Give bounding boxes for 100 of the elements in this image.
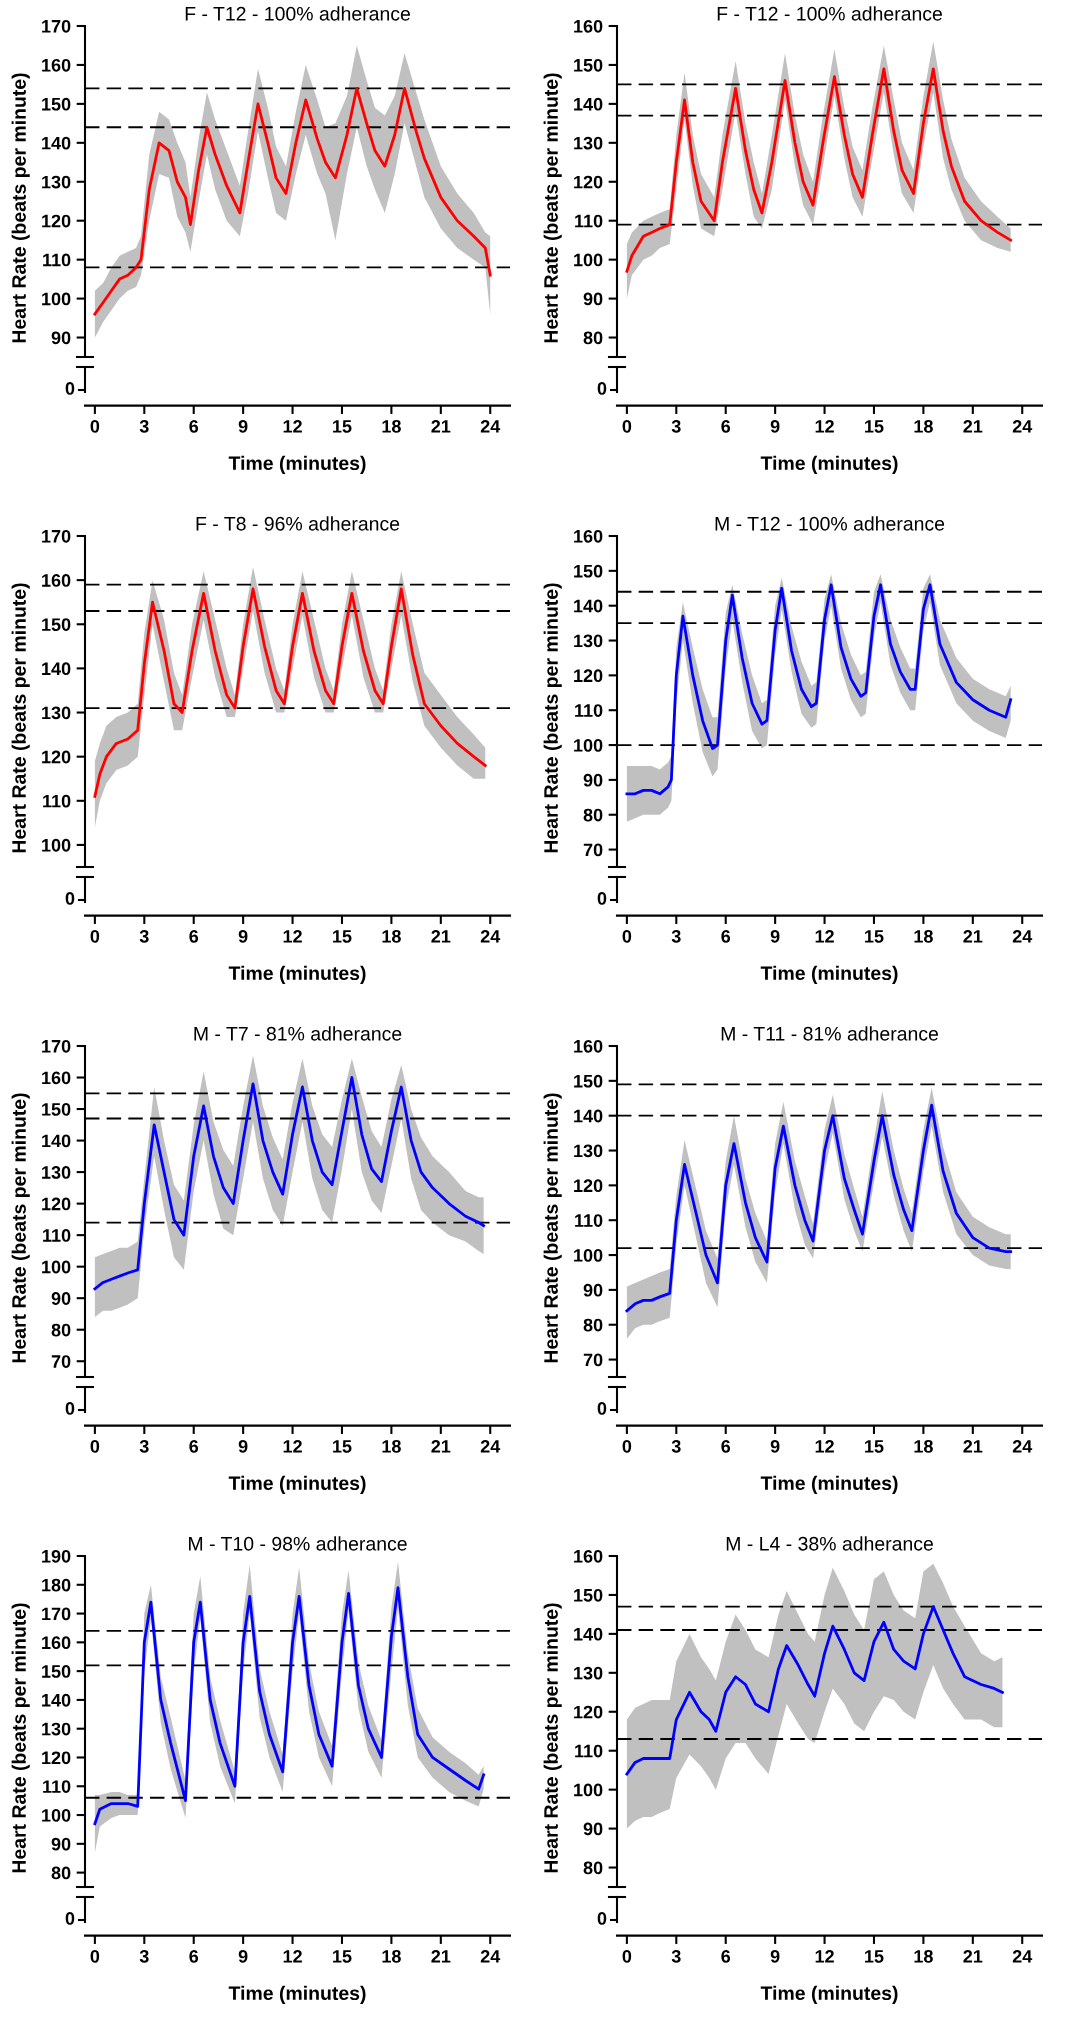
x-tick-label: 18 [914,419,933,433]
y-tick-label: 90 [583,1283,603,1297]
y-tick-label: 80 [51,1323,71,1337]
x-tick-label: 9 [238,929,248,943]
x-tick-label: 12 [815,419,834,433]
chart-title: F - T8 - 96% adherance [196,516,400,531]
y-axis-title: Heart Rate (beats per minute) [11,1093,30,1363]
y-tick-label: 130 [574,634,603,648]
y-tick-label: 160 [574,19,603,33]
y-tick-label: 160 [42,574,71,587]
y-tick-label: 100 [574,738,603,752]
text: 0 [597,382,607,395]
text: 0 [597,1402,607,1415]
y-tick-label: 100 [574,1248,603,1262]
x-tick-label: 21 [431,1949,451,1963]
x-tick-label: 3 [139,419,149,433]
y-tick-label: 120 [574,1705,603,1719]
y-tick-label: 150 [42,618,71,631]
y-tick-label: 140 [574,1627,603,1641]
text: 0 [65,892,75,905]
x-tick-label: 18 [914,1439,933,1453]
x-tick-label: 18 [382,1439,401,1453]
x-tick-label: 24 [480,419,501,433]
x-tick-label: 3 [139,929,149,943]
text: 0 [597,1912,607,1925]
y-tick-label: 120 [574,175,603,189]
x-tick-label: 21 [431,419,451,433]
y-tick-label: 110 [575,214,603,228]
y-tick-label: 160 [42,1636,71,1650]
x-tick-label: 15 [333,930,352,943]
y-tick-label: 130 [574,1666,603,1680]
y-tick-label: 90 [583,1822,603,1836]
x-tick-label: 21 [431,1439,451,1453]
text: 0 [597,892,607,905]
y-tick-label: 100 [574,253,603,267]
y-tick-label: 130 [42,175,71,189]
x-tick-label: 15 [333,1440,352,1453]
x-tick-label: 24 [480,929,501,943]
x-tick-label: 15 [333,420,352,433]
y-tick-label: 100 [42,1808,71,1822]
x-tick-label: 18 [382,1949,401,1963]
x-tick-label: 12 [283,419,302,433]
y-tick-label: 80 [583,808,603,822]
chart-title: F - T12 - 100% adherance [185,6,410,21]
y-tick-label: 150 [574,564,603,578]
y-axis-title: Heart Rate (beats per minute) [11,583,30,853]
x-axis-title: Time (minutes) [228,965,366,984]
chart-title: M - T12 - 100% adherance [715,516,945,531]
y-tick-label: 150 [42,1665,71,1678]
y-tick-label: 110 [43,794,71,808]
x-axis-title: Time (minutes) [760,965,898,984]
y-tick-label: 90 [583,292,603,306]
y-tick-label: 160 [42,1071,71,1085]
y-tick-label: 190 [42,1549,71,1563]
x-tick-label: 0 [90,1949,100,1963]
x-tick-label: 6 [721,419,731,433]
y-tick-label: 160 [42,58,71,72]
x-tick-label: 12 [815,1439,834,1453]
y-tick-label: 150 [574,1074,603,1088]
y-tick-label: 110 [43,253,71,267]
y-tick-label: 150 [574,1588,603,1602]
y-tick-label: 140 [574,1109,603,1123]
x-tick-label: 0 [622,929,632,943]
x-tick-label: 3 [671,419,681,433]
y-axis-title: Heart Rate (beats per minute) [11,1603,30,1873]
y-tick-label: 130 [574,1144,603,1158]
x-tick-label: 0 [90,929,100,943]
line-series [625,1605,1004,1776]
y-axis-title: Heart Rate (beats per minute) [11,73,30,343]
x-tick-label: 3 [671,1949,681,1963]
x-tick-label: 18 [914,1949,933,1963]
y-tick-label: 130 [42,1722,71,1736]
y-tick-label: 110 [575,1214,603,1227]
chart-title: M - L4 - 38% adherance [726,1536,933,1551]
text: 0 [65,382,75,395]
x-tick-label: 9 [770,1439,780,1453]
chart-title: M - T10 - 98% adherance [189,1536,407,1551]
x-tick-label: 6 [189,929,199,943]
line-series [93,587,487,798]
y-tick-label: 90 [51,331,71,345]
y-tick-label: 170 [42,529,71,543]
x-tick-label: 21 [431,929,451,943]
chart-title: F - T12 - 100% adherance [717,6,942,21]
x-tick-label: 6 [189,1439,199,1453]
x-tick-label: 21 [963,1949,983,1963]
x-tick-label: 15 [333,1950,352,1963]
x-tick-label: 6 [189,419,199,433]
y-tick-label: 110 [43,1780,71,1793]
x-tick-label: 12 [283,1949,302,1963]
x-tick-label: 24 [480,1439,501,1453]
y-tick-label: 100 [42,292,71,306]
y-axis-title: Heart Rate (beats per minute) [543,73,562,343]
x-tick-label: 0 [622,1949,632,1963]
line-series [625,67,1013,273]
x-tick-label: 12 [283,929,302,943]
x-tick-label: 9 [770,419,780,433]
y-tick-label: 150 [42,97,71,111]
line-series [93,1586,486,1826]
y-tick-label: 90 [583,773,603,787]
y-tick-label: 120 [574,669,603,683]
